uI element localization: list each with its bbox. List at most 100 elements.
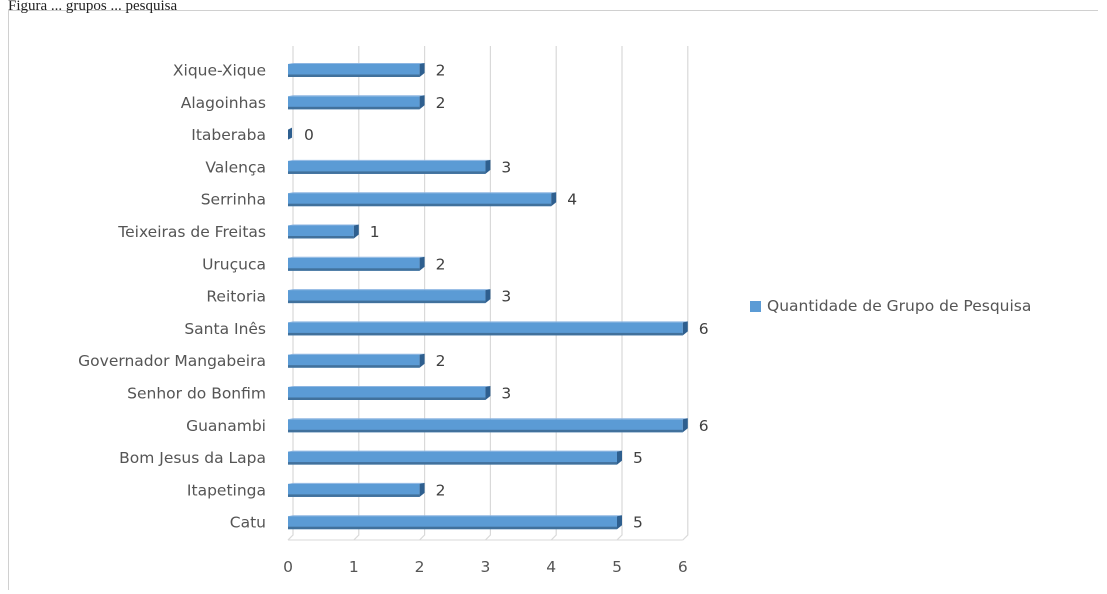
gridline (287, 46, 294, 541)
bar-bottom-edge (288, 397, 486, 400)
x-tick-label: 4 (546, 558, 556, 576)
bar-bottom-edge (288, 429, 683, 433)
data-label: 3 (501, 288, 511, 306)
bar-bottom-edge (288, 462, 617, 465)
x-tick-label: 6 (678, 558, 688, 576)
bar-bottom-edge (288, 494, 420, 497)
data-label: 4 (567, 191, 577, 209)
bar (288, 64, 420, 77)
bar-end-face (485, 159, 491, 174)
data-label: 2 (436, 94, 446, 112)
figure-caption: Figura ... grupos ... pesquisa (8, 0, 178, 14)
bar (288, 516, 617, 530)
bar-end-face (419, 353, 425, 368)
data-label: 2 (436, 255, 446, 273)
data-label: 2 (436, 352, 446, 370)
bar-end-face (485, 289, 491, 304)
bar-top-face (288, 353, 425, 355)
bar-top-face (288, 289, 491, 291)
data-label: 3 (501, 385, 511, 403)
data-label: 0 (304, 126, 314, 144)
bar-top-face (288, 95, 425, 97)
bar-top-face (288, 386, 491, 387)
gridline (550, 46, 557, 541)
data-label: 1 (370, 223, 380, 241)
bar-bottom-edge (288, 365, 420, 368)
bar (288, 387, 486, 400)
x-tick-label: 0 (283, 558, 293, 576)
bar-top-face (288, 224, 359, 226)
gridline (419, 46, 426, 541)
bar-top-face (288, 321, 688, 323)
bar-bottom-edge (288, 203, 552, 207)
category-label: Guanambi (186, 417, 266, 435)
bar-top-face (288, 418, 688, 420)
bar-end-face (419, 95, 425, 110)
legend-label: Quantidade de Grupo de Pesquisa (767, 297, 1032, 315)
data-label: 3 (501, 158, 511, 176)
bar-end-face (485, 386, 491, 400)
bar-bottom-edge (288, 74, 420, 77)
bar-end-face (419, 482, 425, 497)
bar (288, 354, 420, 368)
category-label: Catu (230, 514, 266, 532)
bar-bottom-edge (288, 171, 486, 174)
bar (288, 160, 486, 174)
legend-swatch (750, 300, 761, 312)
bar-top-face (288, 515, 622, 517)
bar-bottom-edge (288, 268, 420, 271)
category-label: Senhor do Bonfim (127, 385, 266, 403)
data-label: 6 (699, 417, 709, 435)
bar (288, 419, 683, 433)
bar-bottom-edge (288, 106, 420, 110)
bar-end-face (353, 224, 359, 239)
x-tick-label: 3 (480, 558, 490, 576)
bar-end-face (682, 418, 688, 433)
category-label: Serrinha (201, 191, 266, 209)
bar-end-face (419, 63, 425, 77)
bar-bottom-edge (288, 236, 354, 239)
bar-bottom-edge (288, 300, 486, 304)
bar (288, 483, 420, 497)
gridline (616, 46, 623, 541)
category-label: Santa Inês (184, 320, 266, 338)
category-label: Bom Jesus da Lapa (119, 449, 266, 467)
bar (288, 451, 617, 465)
data-label: 2 (436, 481, 446, 499)
bar-end-face (682, 321, 688, 336)
bar (288, 225, 354, 239)
gridline (353, 46, 360, 541)
bar-top-face (288, 482, 425, 484)
category-label: Itapetinga (187, 481, 266, 499)
bar-end-face (617, 450, 622, 465)
bar-end-face (419, 256, 425, 271)
x-tick-label: 1 (349, 558, 359, 576)
gridline (484, 46, 491, 541)
category-label: Teixeiras de Freitas (117, 223, 266, 241)
bar-top-face (288, 192, 557, 194)
bar-end-face (617, 515, 622, 530)
x-tick-label: 5 (612, 558, 622, 576)
gridline (682, 46, 689, 541)
bar (288, 290, 486, 304)
category-label: Xique-Xique (173, 62, 266, 80)
bar (288, 96, 420, 110)
x-tick-label: 2 (415, 558, 425, 576)
data-label: 6 (699, 320, 709, 338)
bar-top-face (288, 159, 491, 161)
legend: Quantidade de Grupo de Pesquisa (750, 297, 1031, 315)
data-label: 5 (633, 449, 643, 467)
bar-top-face (288, 63, 425, 64)
bar (288, 193, 552, 207)
bar-top-face (288, 256, 425, 258)
bar-top-face (288, 450, 622, 452)
category-label: Uruçuca (202, 255, 266, 273)
chart-frame (8, 10, 1098, 590)
bar-zero-stub (288, 127, 292, 140)
data-label: 2 (436, 62, 446, 80)
bar-bottom-edge (288, 332, 683, 336)
category-label: Valença (205, 158, 266, 176)
bar-end-face (551, 192, 557, 207)
bar (288, 257, 420, 271)
